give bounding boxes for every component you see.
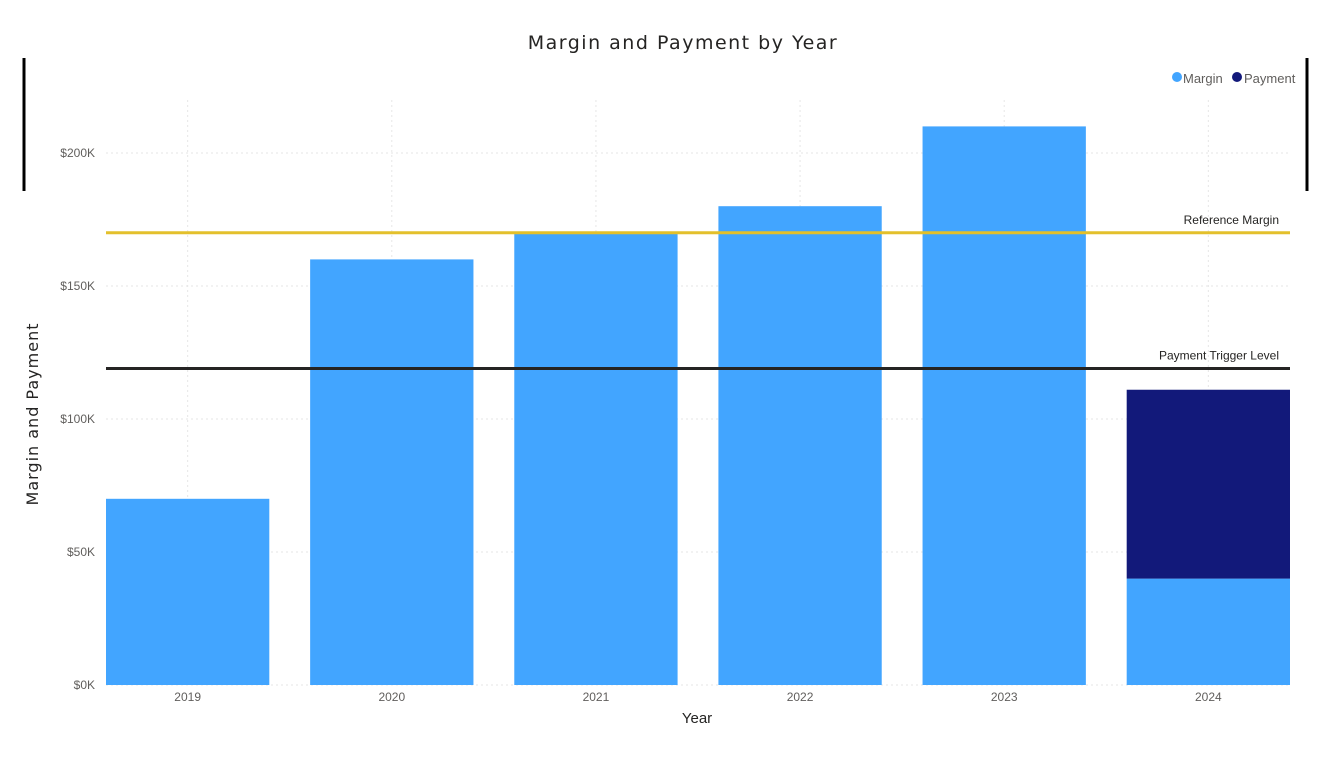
legend-label-margin: Margin — [1183, 71, 1223, 86]
bar-margin-2020 — [310, 259, 474, 685]
y-tick-label: $200K — [60, 146, 95, 160]
horizontal-gridlines — [106, 152, 1290, 686]
y-axis-title: Margin and Payment — [23, 323, 42, 506]
bar-margin-2022 — [718, 206, 882, 685]
y-tick-label: $150K — [60, 279, 95, 293]
bar-payment-2024 — [1126, 389, 1290, 579]
reference-line-label: Payment Trigger Level — [1159, 348, 1279, 362]
legend-marker-margin — [1172, 72, 1182, 82]
bar-margin-2023 — [922, 126, 1086, 685]
bars — [106, 126, 1290, 686]
x-tick-label: 2021 — [583, 690, 610, 704]
reference-line-label: Reference Margin — [1184, 213, 1279, 227]
legend: Margin Payment — [1172, 71, 1296, 86]
legend-label-payment: Payment — [1244, 71, 1296, 86]
x-axis-ticks: 2019 2020 2021 2022 2023 2024 — [174, 690, 1222, 704]
reference-lines: Reference Margin Payment Trigger Level — [106, 213, 1290, 370]
legend-marker-payment — [1232, 72, 1242, 82]
x-tick-label: 2020 — [378, 690, 405, 704]
y-tick-label: $50K — [67, 545, 95, 559]
x-axis-title: Year — [682, 710, 712, 727]
chart-title: Margin and Payment by Year — [528, 32, 839, 54]
bar-margin-2024 — [1126, 578, 1290, 685]
x-tick-label: 2024 — [1195, 690, 1222, 704]
x-tick-label: 2022 — [787, 690, 814, 704]
x-tick-label: 2023 — [991, 690, 1018, 704]
bar-margin-2021 — [514, 232, 678, 686]
x-tick-label: 2019 — [174, 690, 201, 704]
bar-margin-2019 — [106, 498, 270, 685]
y-tick-label: $0K — [74, 678, 95, 692]
y-axis-ticks: $0K $50K $100K $150K $200K — [60, 146, 95, 692]
y-tick-label: $100K — [60, 412, 95, 426]
